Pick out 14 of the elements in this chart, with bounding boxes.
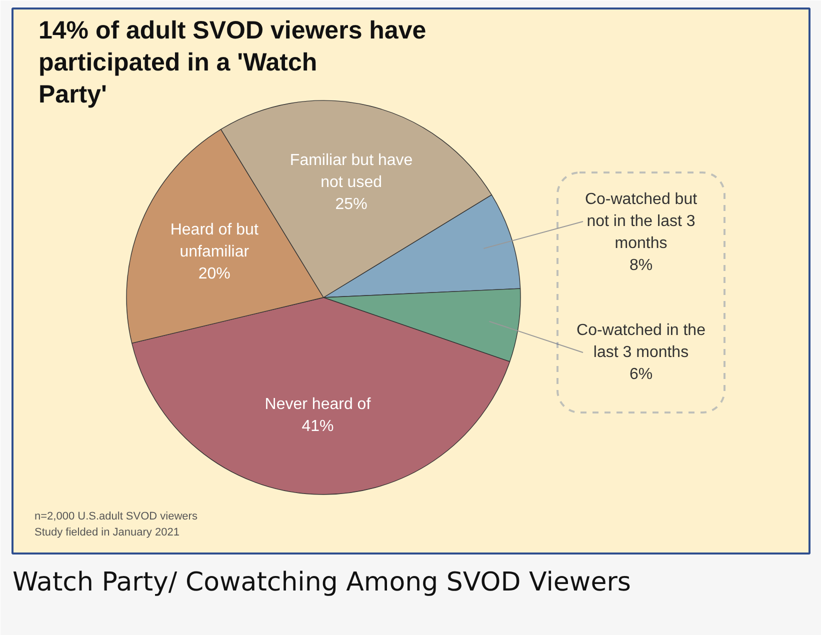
data-label: 6% [629,366,653,383]
data-label: 20% [198,266,230,283]
slice-label: Never heard of [264,396,372,414]
chart-title: 14% of adult SVOD viewers have participated in a 'Watch Party' [38,16,426,108]
slice-label: Co-watched in the last 3 months [576,322,706,361]
text: n=2,000 U.S.adult SVOD viewers [34,510,198,522]
slice-label: Co-watched but not in the last 3 months [584,191,698,252]
text: Watch Party/ Cowatching Among SVOD Viewers [12,568,631,598]
data-label: 8% [629,257,653,274]
slice-label: Familiar but have not used [290,152,413,192]
slice-label: Heard of but unfamiliar [170,222,259,261]
text: Study fielded in January 2021 [34,526,180,538]
data-label: 25% [335,196,368,214]
data-label: 41% [302,418,334,436]
